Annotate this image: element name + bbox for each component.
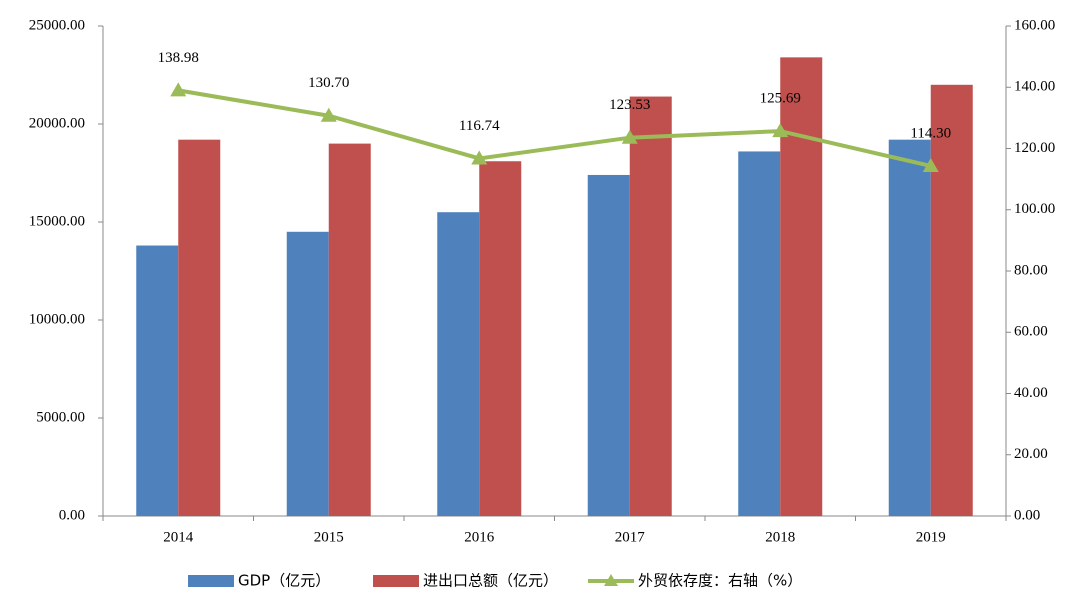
legend-label: 进出口总额（亿元） [423, 572, 558, 590]
data-label: 130.70 [308, 75, 349, 91]
y2-tick-label: 140.00 [1014, 79, 1055, 95]
y2-tick-label: 100.00 [1014, 201, 1055, 217]
line [177, 88, 932, 168]
bar [629, 96, 672, 516]
data-label: 116.74 [459, 118, 500, 134]
x-tick-label: 2017 [615, 529, 646, 545]
legend-label: GDP（亿元） [238, 572, 330, 590]
y2-tick-label: 20.00 [1014, 446, 1048, 462]
x-tick-label: 2015 [314, 529, 344, 545]
bar [437, 212, 480, 516]
marker [621, 129, 638, 144]
y2-tick-label: 0.00 [1014, 507, 1040, 523]
y-tick-label: 20000.00 [29, 115, 85, 131]
marker [170, 82, 187, 97]
data-label: 114.30 [910, 125, 951, 141]
bar [587, 174, 630, 516]
y2-tick-label: 40.00 [1014, 385, 1048, 401]
legend-label: 外贸依存度：右轴（%） [638, 572, 802, 590]
legend-swatch [373, 575, 419, 587]
y2-tick-label: 80.00 [1014, 262, 1048, 278]
marker [772, 123, 789, 138]
x-tick-label: 2019 [916, 529, 946, 545]
data-label: 138.98 [158, 50, 199, 66]
y-tick-label: 15000.00 [29, 213, 85, 229]
marker [320, 107, 337, 122]
bar [286, 231, 329, 517]
bar [738, 151, 781, 516]
bar [328, 143, 371, 516]
y2-tick-label: 120.00 [1014, 140, 1055, 156]
legend-marker [604, 574, 618, 586]
x-tick-label: 2016 [464, 529, 495, 545]
bar [888, 139, 931, 516]
x-tick-label: 2014 [163, 529, 194, 545]
data-label: 123.53 [609, 97, 650, 113]
y2-tick-label: 60.00 [1014, 324, 1048, 340]
bar [930, 84, 973, 517]
bar [178, 139, 221, 516]
legend-swatch [188, 575, 234, 587]
y2-tick-label: 160.00 [1014, 17, 1055, 33]
y-tick-label: 10000.00 [29, 311, 85, 327]
bar [479, 161, 522, 517]
x-tick-label: 2018 [765, 529, 795, 545]
y-tick-label: 5000.00 [36, 409, 85, 425]
y-tick-label: 0.00 [59, 507, 85, 523]
marker [471, 150, 488, 165]
bar [136, 245, 179, 516]
bar [780, 57, 823, 517]
y-tick-label: 25000.00 [29, 17, 85, 33]
data-label: 125.69 [760, 91, 801, 107]
marker [922, 157, 939, 172]
